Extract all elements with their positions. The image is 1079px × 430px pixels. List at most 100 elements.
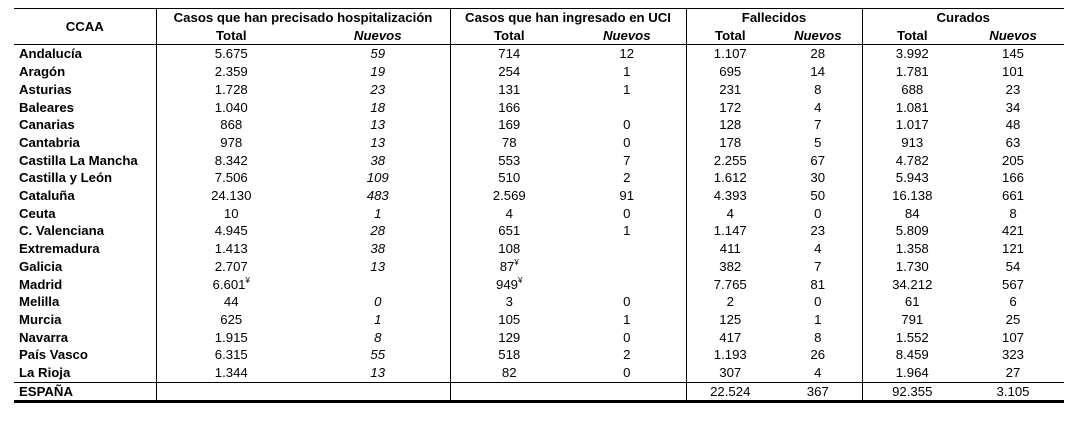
cell-value: 44	[223, 294, 239, 310]
cell-value: 2.359	[214, 64, 248, 80]
hosp-nuevos: 0	[306, 293, 451, 311]
hosp-total: 625	[156, 311, 306, 329]
cell-value: 8	[1009, 205, 1017, 221]
cell-value: 23	[370, 81, 386, 97]
cell-value: 205	[1002, 152, 1025, 168]
fallecidos-total: 128	[686, 116, 774, 134]
cell-value: 16.138	[892, 188, 933, 204]
footnote-mark: ¥	[245, 275, 250, 285]
cell-value: 1.107	[713, 46, 747, 62]
cell-value: 13	[370, 134, 386, 150]
fallecidos-nuevos: 28	[774, 44, 863, 64]
fallecidos-total: 2	[686, 293, 774, 311]
row-ccaa-name: Asturias	[14, 80, 157, 99]
cell-value: 0	[623, 365, 631, 381]
table-row: C. Valenciana 4.945 28 651 1 1.147 23 5.809 421	[14, 222, 1064, 241]
hosp-nuevos: 109	[306, 169, 451, 188]
uci-total: 131	[450, 81, 568, 99]
fallecidos-nuevos: 26	[774, 346, 863, 365]
cell-value: 791	[901, 311, 924, 327]
cell-value: 421	[1002, 223, 1025, 239]
fallecidos-total: 411	[686, 240, 774, 258]
hosp-total: 978	[156, 134, 306, 152]
subheader-nuevos: Nuevos	[306, 26, 451, 46]
table-body: Andalucía 5.675 59 714 12 1.107 28 3.992 145 Arag…	[14, 44, 1065, 404]
curados-total: 34.212	[862, 276, 962, 294]
cell-value: 518	[498, 347, 521, 363]
cell-value: 1.730	[895, 258, 929, 274]
table-row: Canarias 868 13 169 0 128 7 1.017 48	[14, 116, 1064, 134]
curados-total: 913	[862, 134, 962, 152]
cell-value: 107	[1002, 329, 1025, 345]
cell-value: 67	[810, 152, 826, 168]
cell-value: Asturias	[19, 81, 72, 97]
row-ccaa-name: Castilla y León	[14, 169, 157, 188]
curados-nuevos: 421	[962, 222, 1064, 240]
hosp-total: 4.945	[156, 222, 306, 240]
cell-value: 28	[370, 223, 386, 239]
cell-value: 567	[1002, 276, 1025, 292]
uci-nuevos: 0	[568, 364, 687, 383]
table-row: Melilla 44 0 3 0 2 0 61 6	[14, 293, 1064, 311]
fallecidos-nuevos: 0	[774, 204, 863, 223]
hosp-nuevos: 13	[306, 364, 451, 383]
hosp-nuevos: 13	[306, 133, 451, 152]
hosp-nuevos: 1	[306, 310, 451, 329]
cell-value: 3.992	[895, 46, 929, 62]
cell-value: 128	[719, 117, 742, 133]
cell-value: 651	[498, 223, 521, 239]
cell-value: 625	[220, 311, 243, 327]
uci-nuevos	[568, 98, 687, 117]
cell-value: 411	[719, 241, 741, 257]
cell-value: 2	[726, 294, 734, 310]
cell-value: 7.506	[214, 170, 248, 186]
hosp-nuevos: 19	[306, 63, 451, 81]
total-fallecidos-total: 22.524	[686, 381, 775, 404]
uci-nuevos	[568, 257, 687, 276]
row-ccaa-name: Canarias	[14, 116, 157, 134]
curados-total: 8.459	[862, 346, 962, 364]
cell-value: C. Valenciana	[19, 223, 105, 239]
row-ccaa-name: Ceuta	[14, 204, 157, 223]
hosp-total: 5.675	[156, 45, 306, 63]
cell-value: 19	[370, 64, 386, 80]
cell-value: 3	[505, 294, 513, 310]
fallecidos-total: 1.193	[686, 346, 774, 364]
cell-value: 166	[1002, 170, 1025, 186]
cell-value: Andalucía	[19, 46, 83, 62]
uci-nuevos: 2	[568, 346, 687, 365]
uci-total: 949¥	[450, 276, 568, 294]
cell-value: 1	[374, 311, 382, 327]
curados-total: 5.943	[862, 169, 962, 187]
cell-value: 172	[719, 99, 742, 115]
row-ccaa-name: C. Valenciana	[14, 222, 157, 241]
cell-value: Murcia	[19, 311, 62, 327]
row-ccaa-name: Madrid	[14, 275, 157, 294]
cell-value: Baleares	[19, 99, 74, 115]
hosp-total: 1.040	[156, 99, 306, 117]
total-hosp-total	[156, 381, 306, 404]
cell-value: 7	[814, 117, 822, 133]
cell-value: Ceuta	[19, 205, 56, 221]
cell-value: 50	[810, 188, 826, 204]
cell-value: 13	[370, 365, 386, 381]
fallecidos-total: 1.147	[686, 222, 774, 240]
cell-value: 25	[1005, 311, 1021, 327]
hosp-nuevos: 59	[306, 44, 451, 64]
cell-value: 84	[904, 205, 920, 221]
cell-value: 2.569	[492, 188, 526, 204]
subheader-total: Total	[156, 26, 306, 46]
cell-value: 688	[901, 81, 924, 97]
curados-nuevos: 27	[962, 364, 1064, 382]
cell-value: 695	[719, 64, 742, 80]
cell-value: 1	[623, 64, 631, 80]
uci-nuevos: 0	[568, 133, 687, 152]
uci-nuevos: 0	[568, 328, 687, 347]
hosp-total: 6.315	[156, 346, 306, 364]
fallecidos-nuevos: 7	[774, 116, 863, 134]
uci-total: 105	[450, 311, 568, 329]
covid-table-container: CCAA Casos que han precisado hospitaliza…	[14, 7, 1065, 404]
cell-value: 4	[814, 365, 822, 381]
cell-value: 1.344	[214, 365, 248, 381]
cell-value: 105	[498, 311, 521, 327]
